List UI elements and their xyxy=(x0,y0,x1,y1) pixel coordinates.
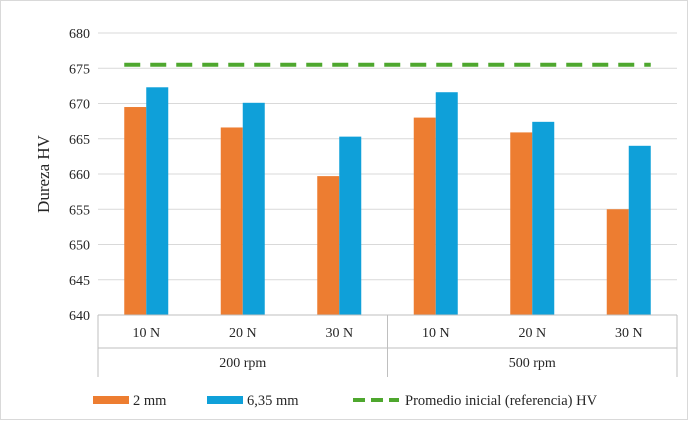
gridlines xyxy=(98,32,677,316)
y-tick-label: 680 xyxy=(69,27,90,42)
y-axis-ticks: 640 645 650 655 660 665 670 675 680 xyxy=(69,27,90,324)
legend-swatch-series1 xyxy=(93,396,129,404)
x-category-label: 20 N xyxy=(518,326,546,341)
bar-series1-1 xyxy=(220,127,243,315)
legend-label-series1: 2 mm xyxy=(133,393,167,409)
y-tick-label: 655 xyxy=(69,203,90,218)
bar-series2-0 xyxy=(146,87,169,315)
legend-swatch-series2 xyxy=(207,396,243,404)
y-tick-label: 675 xyxy=(69,62,90,77)
bar-series1-3 xyxy=(413,117,436,315)
x-group-label: 200 rpm xyxy=(219,356,266,371)
bar-series2-3 xyxy=(435,92,458,315)
bar-series1-5 xyxy=(606,209,629,315)
y-axis-label: Dureza HV xyxy=(34,134,53,213)
x-category-label: 30 N xyxy=(615,326,643,341)
y-tick-label: 645 xyxy=(69,274,90,289)
x-group-label: 500 rpm xyxy=(509,356,556,371)
legend: 2 mm 6,35 mm Promedio inicial (referencia)… xyxy=(93,393,598,409)
bar-series2-1 xyxy=(242,102,265,315)
y-tick-label: 660 xyxy=(69,168,90,183)
x-category-label: 30 N xyxy=(325,326,353,341)
legend-label-reference: Promedio inicial (referencia) HV xyxy=(405,393,598,409)
y-tick-label: 650 xyxy=(69,239,90,254)
y-tick-label: 640 xyxy=(69,309,90,324)
legend-label-series2: 6,35 mm xyxy=(247,393,299,409)
y-tick-label: 665 xyxy=(69,133,90,148)
x-category-label: 20 N xyxy=(229,326,257,341)
bar-series2-5 xyxy=(628,145,651,315)
bars xyxy=(124,87,651,316)
bar-series1-2 xyxy=(317,176,340,315)
bar-series2-2 xyxy=(339,136,362,315)
bar-series1-4 xyxy=(510,132,533,315)
x-category-label: 10 N xyxy=(422,326,450,341)
bar-series2-4 xyxy=(532,121,555,315)
x-category-label: 10 N xyxy=(132,326,160,341)
bar-series1-0 xyxy=(124,107,147,316)
x-axis: 10 N 20 N 30 N 10 N 20 N 30 N 200 rpm 500 rpm xyxy=(97,314,678,377)
y-tick-label: 670 xyxy=(69,98,90,113)
